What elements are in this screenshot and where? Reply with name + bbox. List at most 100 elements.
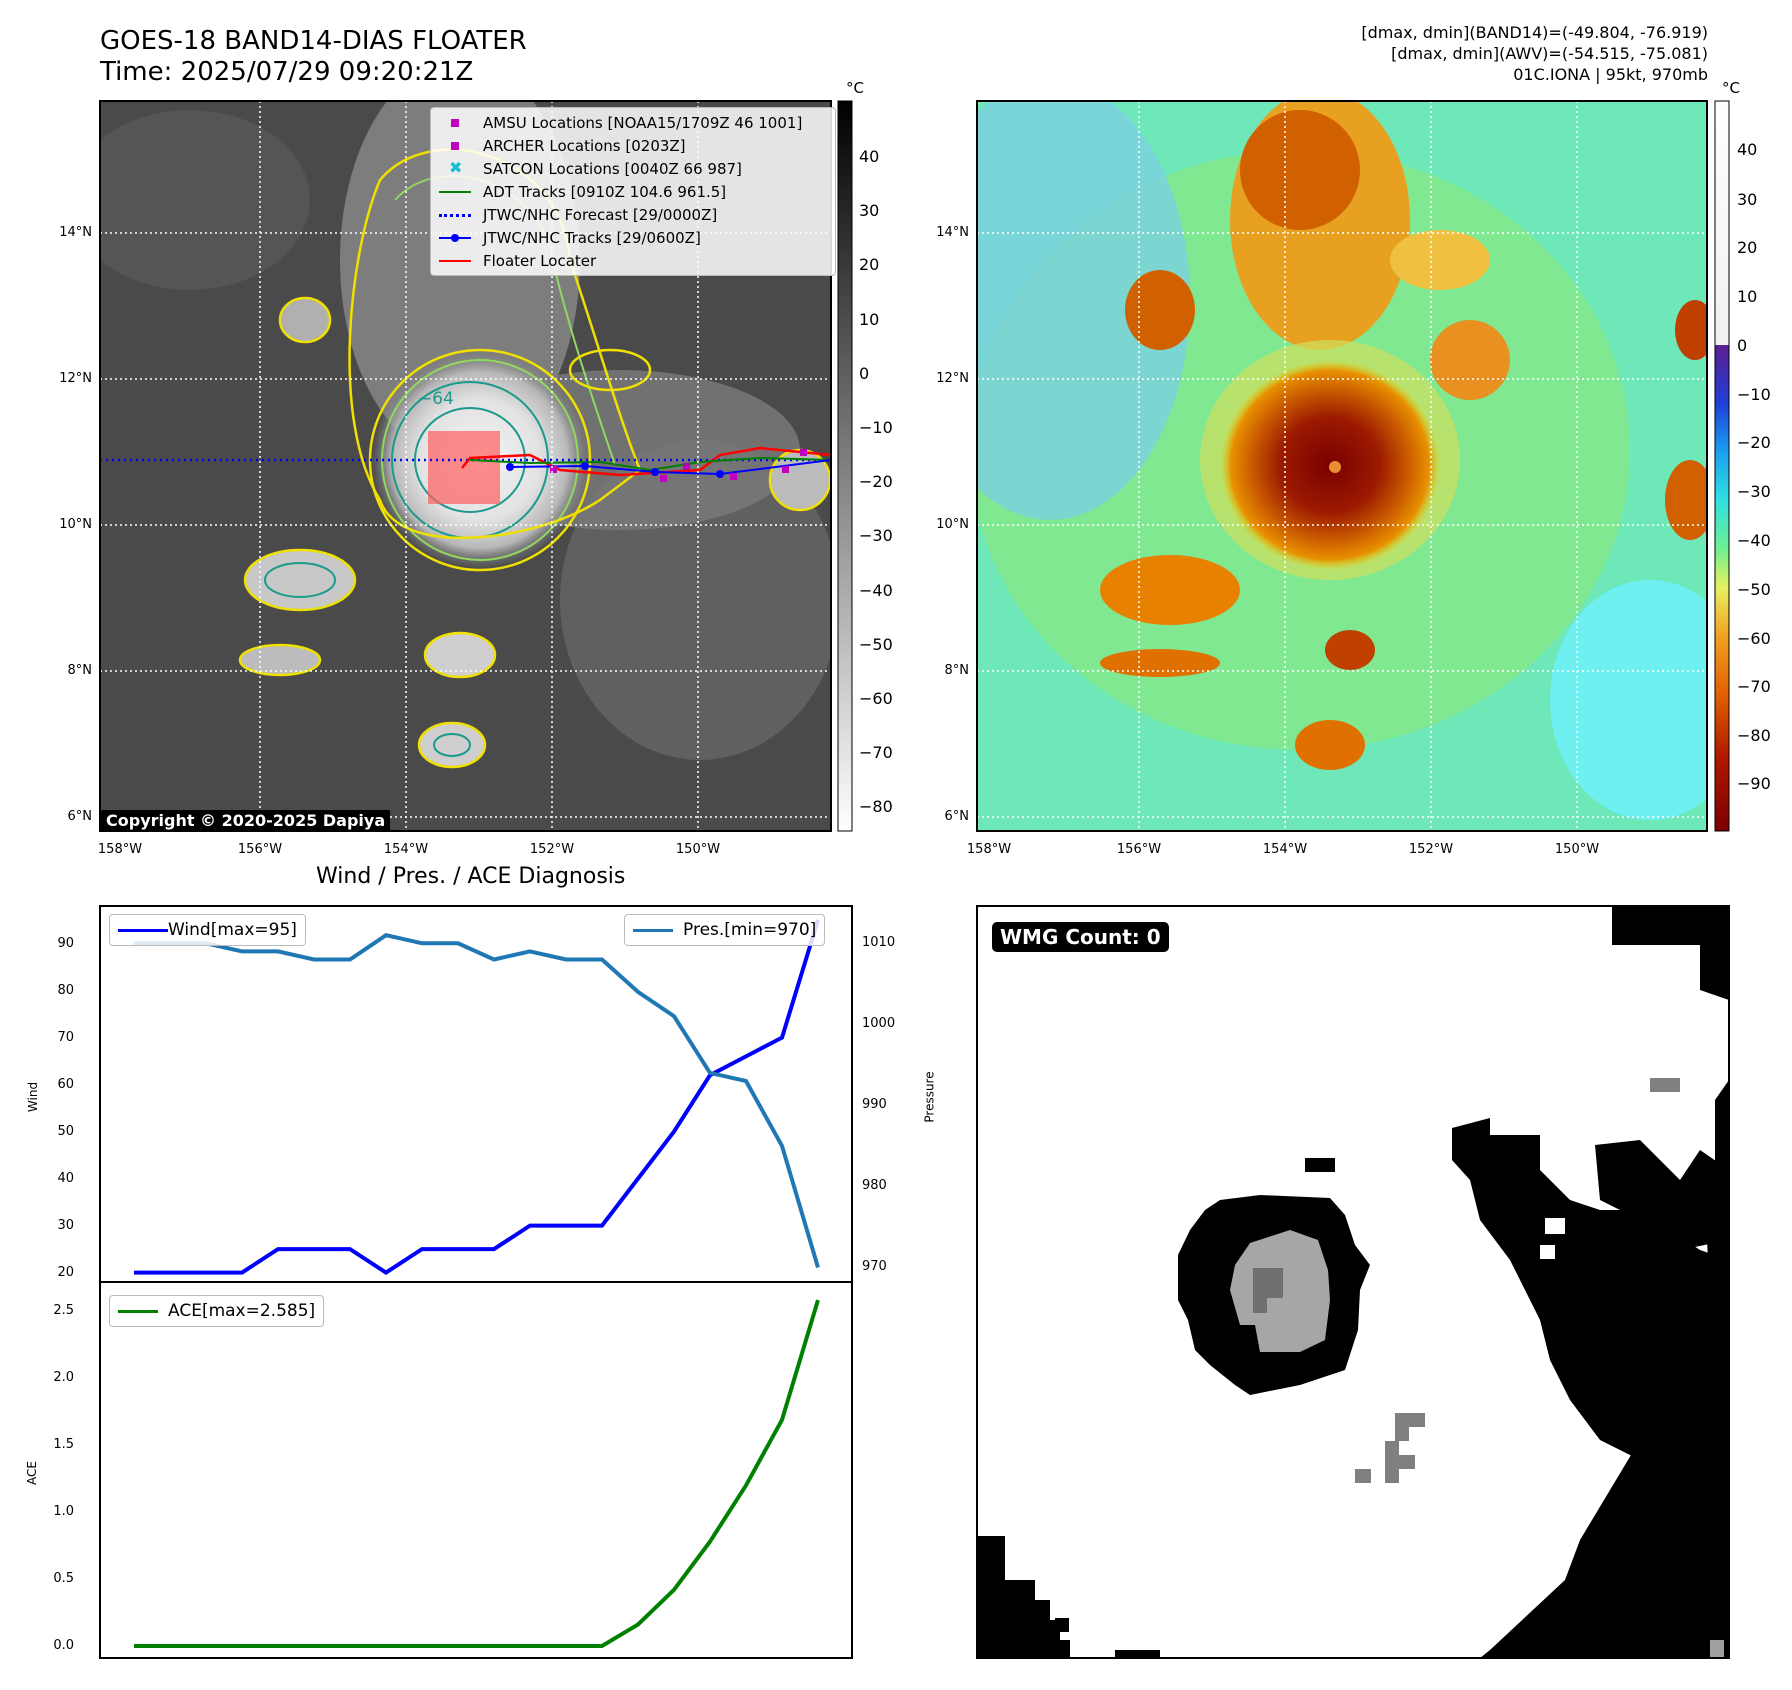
wind-axis-label: Wind bbox=[26, 1081, 41, 1113]
wmg-frame bbox=[976, 905, 1730, 1659]
ir-lon-tick: 150°W bbox=[675, 842, 721, 857]
ir-colorbar-tick: −30 bbox=[859, 526, 893, 546]
dot-marker-icon bbox=[451, 233, 459, 242]
awv-colorbar-tick: −90 bbox=[1737, 774, 1771, 793]
line-icon bbox=[439, 259, 471, 262]
pressure-tick-label: 970 bbox=[862, 1259, 887, 1275]
awv-colorbar-tick: −80 bbox=[1737, 726, 1771, 745]
awv-map-frame bbox=[976, 100, 1708, 832]
info-band14: [dmax, dmin](BAND14)=(-49.804, -76.919) bbox=[1361, 23, 1708, 42]
awv-lat-tick: 12°N bbox=[936, 371, 969, 386]
awv-colorbar-tick: 10 bbox=[1737, 287, 1758, 306]
ir-lon-tick: 158°W bbox=[97, 842, 143, 857]
wind-legend-label: Wind[max=95] bbox=[168, 920, 297, 940]
pressure-tick-label: 1000 bbox=[862, 1016, 896, 1032]
ir-colorbar-tick: −40 bbox=[859, 580, 893, 600]
wind-tick-label: 90 bbox=[57, 935, 74, 951]
ir-map-legend: AMSU Locations [NOAA15/1709Z 46 1001] AR… bbox=[430, 107, 836, 276]
figure-time: Time: 2025/07/29 09:20:21Z bbox=[100, 57, 474, 87]
legend-amsu: AMSU Locations [NOAA15/1709Z 46 1001] bbox=[435, 111, 831, 134]
legend-archer-label: ARCHER Locations [0203Z] bbox=[483, 136, 686, 155]
awv-lat-tick: 8°N bbox=[944, 663, 970, 678]
pressure-tick-label: 990 bbox=[862, 1097, 887, 1113]
line-icon bbox=[439, 190, 471, 193]
pressure-axis-label: Pressure bbox=[922, 1071, 937, 1123]
legend-tracks: JTWC/NHC Tracks [29/0600Z] bbox=[435, 226, 831, 249]
wmg-panel bbox=[977, 906, 1729, 1658]
legend-forecast: JTWC/NHC Forecast [29/0000Z] bbox=[435, 203, 831, 226]
info-awv: [dmax, dmin](AWV)=(-54.515, -75.081) bbox=[1391, 44, 1708, 63]
awv-map bbox=[977, 101, 1707, 831]
awv-colorbar-tick: 40 bbox=[1737, 140, 1758, 159]
ir-colorbar-tick: 20 bbox=[859, 255, 880, 275]
diagnosis-title: Wind / Pres. / ACE Diagnosis bbox=[316, 864, 626, 889]
legend-satcon: ✖ SATCON Locations [0040Z 66 987] bbox=[435, 157, 831, 180]
ir-colorbar-tick: 40 bbox=[859, 147, 880, 166]
ir-colorbar-tick: −80 bbox=[859, 797, 893, 817]
awv-lat-tick: 6°N bbox=[944, 809, 970, 824]
ace-chart bbox=[134, 1299, 820, 1648]
awv-colorbar-tick: −40 bbox=[1737, 531, 1771, 550]
legend-floater-label: Floater Locater bbox=[483, 251, 597, 270]
ace-series-line bbox=[134, 1299, 820, 1648]
pressure-legend: Pres.[min=970] bbox=[624, 914, 826, 946]
x-marker-icon: ✖ bbox=[449, 157, 463, 177]
copyright-badge: Copyright © 2020-2025 Dapiya bbox=[101, 810, 391, 831]
wind-legend: Wind[max=95] bbox=[109, 914, 306, 946]
awv-lon-tick: 158°W bbox=[966, 842, 1012, 857]
legend-archer: ARCHER Locations [0203Z] bbox=[435, 134, 831, 157]
ir-lat-tick: 12°N bbox=[59, 371, 92, 386]
ir-colorbar-tick: −70 bbox=[859, 743, 893, 763]
ir-colorbar bbox=[837, 100, 853, 832]
ir-colorbar-tick: 0 bbox=[859, 363, 870, 383]
pressure-legend-label: Pres.[min=970] bbox=[683, 920, 817, 940]
awv-colorbar-tick: 0 bbox=[1737, 336, 1748, 355]
figure-title: GOES-18 BAND14-DIAS FLOATER bbox=[100, 26, 527, 56]
awv-lon-tick: 152°W bbox=[1408, 842, 1454, 857]
ace-tick-label: 2.5 bbox=[53, 1303, 74, 1319]
ir-lon-tick: 156°W bbox=[237, 842, 283, 857]
pressure-series-line bbox=[134, 933, 820, 1268]
dotted-line-icon bbox=[439, 213, 471, 217]
awv-colorbar-tick: −10 bbox=[1737, 385, 1771, 404]
ir-lon-tick: 152°W bbox=[529, 842, 575, 857]
ace-legend: ACE[max=2.585] bbox=[109, 1295, 325, 1327]
legend-satcon-label: SATCON Locations [0040Z 66 987] bbox=[483, 159, 742, 178]
square-marker-icon bbox=[451, 118, 459, 127]
awv-lon-tick: 150°W bbox=[1554, 842, 1600, 857]
line-icon bbox=[118, 1309, 158, 1313]
ace-tick-label: 1.0 bbox=[53, 1504, 74, 1520]
pressure-tick-label: 1010 bbox=[862, 935, 896, 951]
ace-tick-label: 2.0 bbox=[53, 1370, 74, 1386]
awv-colorbar-top bbox=[1715, 101, 1729, 345]
ir-colorbar-tick: −50 bbox=[859, 634, 893, 654]
info-storm: 01C.IONA | 95kt, 970mb bbox=[1513, 65, 1708, 84]
awv-lon-tick: 156°W bbox=[1116, 842, 1162, 857]
square-marker-icon bbox=[451, 141, 459, 150]
ace-tick-label: 0.0 bbox=[53, 1637, 74, 1653]
ir-colorbar-tick: −20 bbox=[859, 472, 893, 492]
awv-colorbar-tick: 20 bbox=[1737, 238, 1758, 257]
awv-colorbar-bottom bbox=[1715, 345, 1729, 831]
wmg-count-badge: WMG Count: 0 bbox=[992, 922, 1169, 952]
awv-colorbar-tick: 30 bbox=[1737, 190, 1758, 209]
ir-colorbar-tick: −10 bbox=[859, 418, 893, 437]
pressure-tick-label: 980 bbox=[862, 1178, 887, 1194]
contour-label: −64 bbox=[418, 389, 454, 409]
awv-colorbar-tick: −30 bbox=[1737, 482, 1771, 501]
ir-lat-tick: 14°N bbox=[59, 225, 92, 240]
ir-lat-tick: 10°N bbox=[59, 517, 92, 532]
legend-floater: Floater Locater bbox=[435, 249, 831, 272]
legend-adt-label: ADT Tracks [0910Z 104.6 961.5] bbox=[483, 182, 727, 201]
legend-forecast-label: JTWC/NHC Forecast [29/0000Z] bbox=[483, 205, 718, 224]
wind-tick-label: 40 bbox=[57, 1170, 74, 1186]
legend-amsu-label: AMSU Locations [NOAA15/1709Z 46 1001] bbox=[483, 113, 803, 132]
line-icon bbox=[633, 928, 673, 932]
wind-tick-label: 80 bbox=[57, 982, 74, 998]
ace-legend-label: ACE[max=2.585] bbox=[168, 1301, 316, 1321]
ir-lon-tick: 154°W bbox=[383, 842, 429, 857]
wind-series-line bbox=[134, 919, 820, 1275]
ace-tick-label: 0.5 bbox=[53, 1571, 74, 1587]
awv-colorbar-tick: −50 bbox=[1737, 580, 1771, 599]
